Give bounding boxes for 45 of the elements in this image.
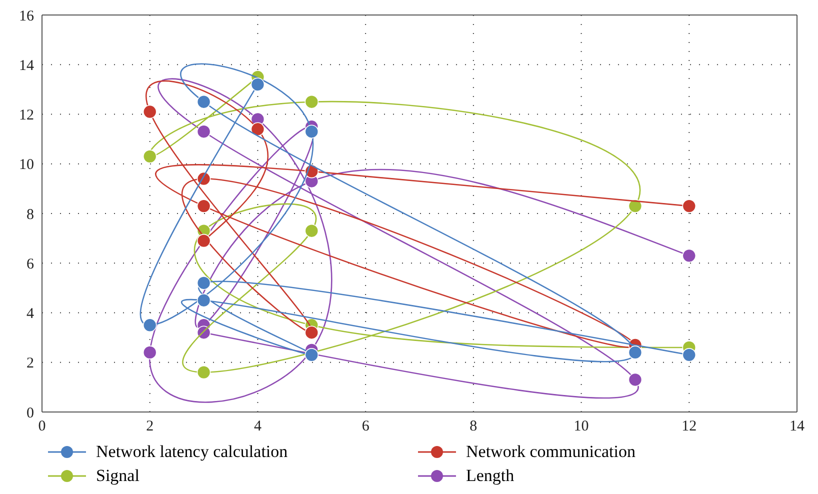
point [196, 199, 211, 213]
x-tick-label: 12 [682, 418, 697, 435]
point [196, 234, 211, 248]
y-tick-label: 14 [19, 58, 34, 74]
y-tick-label: 4 [26, 306, 34, 322]
x-tick-label: 10 [574, 418, 589, 435]
point [196, 276, 211, 290]
y-tick-label: 16 [19, 8, 34, 24]
point [304, 348, 319, 362]
point [250, 122, 265, 136]
point [304, 94, 319, 109]
x-tick-label: 8 [470, 418, 478, 435]
x-tick-label: 6 [362, 418, 370, 435]
point [196, 365, 211, 380]
legend-label: Length [466, 466, 514, 486]
x-tick-label: 4 [254, 418, 262, 435]
point [304, 326, 319, 340]
y-tick-label: 12 [19, 108, 34, 124]
x-tick-label: 2 [146, 418, 154, 435]
x-tick-label: 0 [38, 418, 46, 435]
point [682, 348, 696, 362]
legend-label: Network latency calculation [96, 442, 288, 462]
x-tick-label: 14 [790, 418, 805, 435]
point [250, 78, 265, 92]
point [142, 150, 157, 164]
y-tick-label: 2 [26, 356, 34, 372]
point [304, 124, 319, 139]
point [142, 104, 157, 119]
point [682, 248, 696, 263]
y-tick-label: 0 [26, 405, 34, 422]
point [142, 346, 157, 360]
y-tick-label: 8 [26, 206, 34, 223]
point [196, 293, 211, 308]
point [142, 318, 157, 332]
legend-label: Network communication [466, 442, 636, 462]
point [628, 199, 642, 213]
point [304, 224, 319, 238]
point [628, 372, 642, 387]
point [682, 199, 696, 213]
legend-label: Signal [96, 466, 140, 486]
point [196, 94, 211, 109]
y-tick-label: 6 [26, 256, 34, 272]
y-tick-label: 10 [19, 157, 34, 174]
point [196, 124, 211, 139]
point [628, 346, 642, 360]
